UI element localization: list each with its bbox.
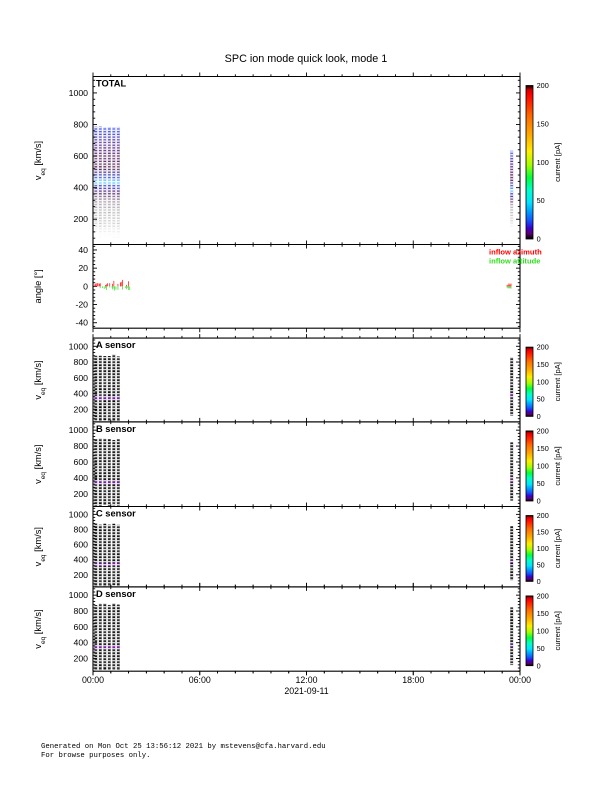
svg-text:18:00: 18:00 — [402, 675, 424, 685]
svg-text:0: 0 — [537, 661, 541, 670]
svg-text:06:00: 06:00 — [189, 675, 211, 685]
svg-text:current [pA]: current [pA] — [553, 529, 562, 568]
svg-text:150: 150 — [537, 528, 549, 537]
svg-text:400: 400 — [74, 638, 89, 648]
svg-text:200: 200 — [74, 404, 89, 414]
svg-text:00:00: 00:00 — [509, 675, 531, 685]
svg-text:current [pA]: current [pA] — [553, 143, 562, 182]
svg-text:600: 600 — [74, 373, 89, 383]
svg-text:20: 20 — [78, 263, 88, 273]
svg-text:50: 50 — [537, 479, 545, 488]
svg-text:800: 800 — [74, 524, 89, 534]
svg-text:A sensor: A sensor — [96, 340, 136, 350]
svg-text:-40: -40 — [75, 318, 88, 328]
svg-text:800: 800 — [74, 606, 89, 616]
svg-text:0: 0 — [537, 412, 541, 421]
svg-text:100: 100 — [537, 377, 549, 386]
svg-text:150: 150 — [537, 444, 549, 453]
svg-text:current [pA]: current [pA] — [553, 611, 562, 650]
svg-text:12:00: 12:00 — [295, 675, 317, 685]
svg-text:C sensor: C sensor — [96, 509, 136, 519]
svg-text:200: 200 — [537, 592, 549, 601]
svg-text:400: 400 — [74, 555, 89, 565]
svg-text:1000: 1000 — [69, 590, 88, 600]
svg-text:50: 50 — [537, 395, 545, 404]
svg-text:100: 100 — [537, 626, 549, 635]
svg-text:200: 200 — [74, 489, 89, 499]
svg-text:1000: 1000 — [69, 509, 88, 519]
svg-text:2021-09-11: 2021-09-11 — [284, 686, 328, 696]
svg-text:800: 800 — [74, 441, 89, 451]
svg-text:800: 800 — [74, 120, 89, 130]
svg-text:400: 400 — [74, 389, 89, 399]
svg-text:600: 600 — [74, 540, 89, 550]
svg-text:200: 200 — [74, 214, 89, 224]
svg-text:100: 100 — [537, 462, 549, 471]
svg-text:1000: 1000 — [69, 341, 88, 351]
svg-text:40: 40 — [78, 245, 88, 255]
svg-text:1000: 1000 — [69, 88, 88, 98]
svg-text:angle [°]: angle [°] — [33, 269, 43, 303]
svg-text:200: 200 — [74, 654, 89, 664]
svg-text:800: 800 — [74, 357, 89, 367]
svg-text:0: 0 — [83, 281, 88, 291]
svg-text:0: 0 — [537, 235, 541, 244]
svg-text:150: 150 — [537, 119, 549, 128]
svg-text:600: 600 — [74, 151, 89, 161]
svg-text:Generated on Mon Oct 25 13:56:: Generated on Mon Oct 25 13:56:12 2021 by… — [41, 743, 326, 751]
svg-text:D sensor: D sensor — [96, 589, 136, 599]
svg-text:TOTAL: TOTAL — [96, 79, 126, 89]
svg-text:50: 50 — [537, 196, 545, 205]
svg-text:400: 400 — [74, 473, 89, 483]
svg-text:200: 200 — [537, 511, 549, 520]
svg-text:00:00: 00:00 — [82, 675, 104, 685]
svg-text:inflow attitude: inflow attitude — [489, 257, 540, 266]
svg-text:100: 100 — [537, 158, 549, 167]
svg-text:600: 600 — [74, 622, 89, 632]
svg-text:1000: 1000 — [69, 425, 88, 435]
svg-text:For browse purposes only.: For browse purposes only. — [41, 752, 150, 760]
svg-text:400: 400 — [74, 183, 89, 193]
svg-text:150: 150 — [537, 360, 549, 369]
svg-text:B sensor: B sensor — [96, 424, 136, 434]
svg-text:50: 50 — [537, 561, 545, 570]
svg-text:0: 0 — [537, 577, 541, 586]
svg-text:200: 200 — [537, 81, 549, 90]
svg-text:current [pA]: current [pA] — [553, 446, 562, 485]
svg-text:200: 200 — [74, 570, 89, 580]
svg-text:200: 200 — [537, 343, 549, 352]
svg-text:200: 200 — [537, 427, 549, 436]
svg-text:current [pA]: current [pA] — [553, 362, 562, 401]
svg-text:50: 50 — [537, 644, 545, 653]
svg-text:600: 600 — [74, 457, 89, 467]
svg-text:SPC ion mode quick look, mode: SPC ion mode quick look, mode 1 — [225, 53, 388, 65]
svg-text:-20: -20 — [75, 300, 88, 310]
svg-text:150: 150 — [537, 609, 549, 618]
svg-text:inflow azimuth: inflow azimuth — [489, 248, 542, 257]
svg-text:100: 100 — [537, 544, 549, 553]
svg-text:0: 0 — [537, 497, 541, 506]
